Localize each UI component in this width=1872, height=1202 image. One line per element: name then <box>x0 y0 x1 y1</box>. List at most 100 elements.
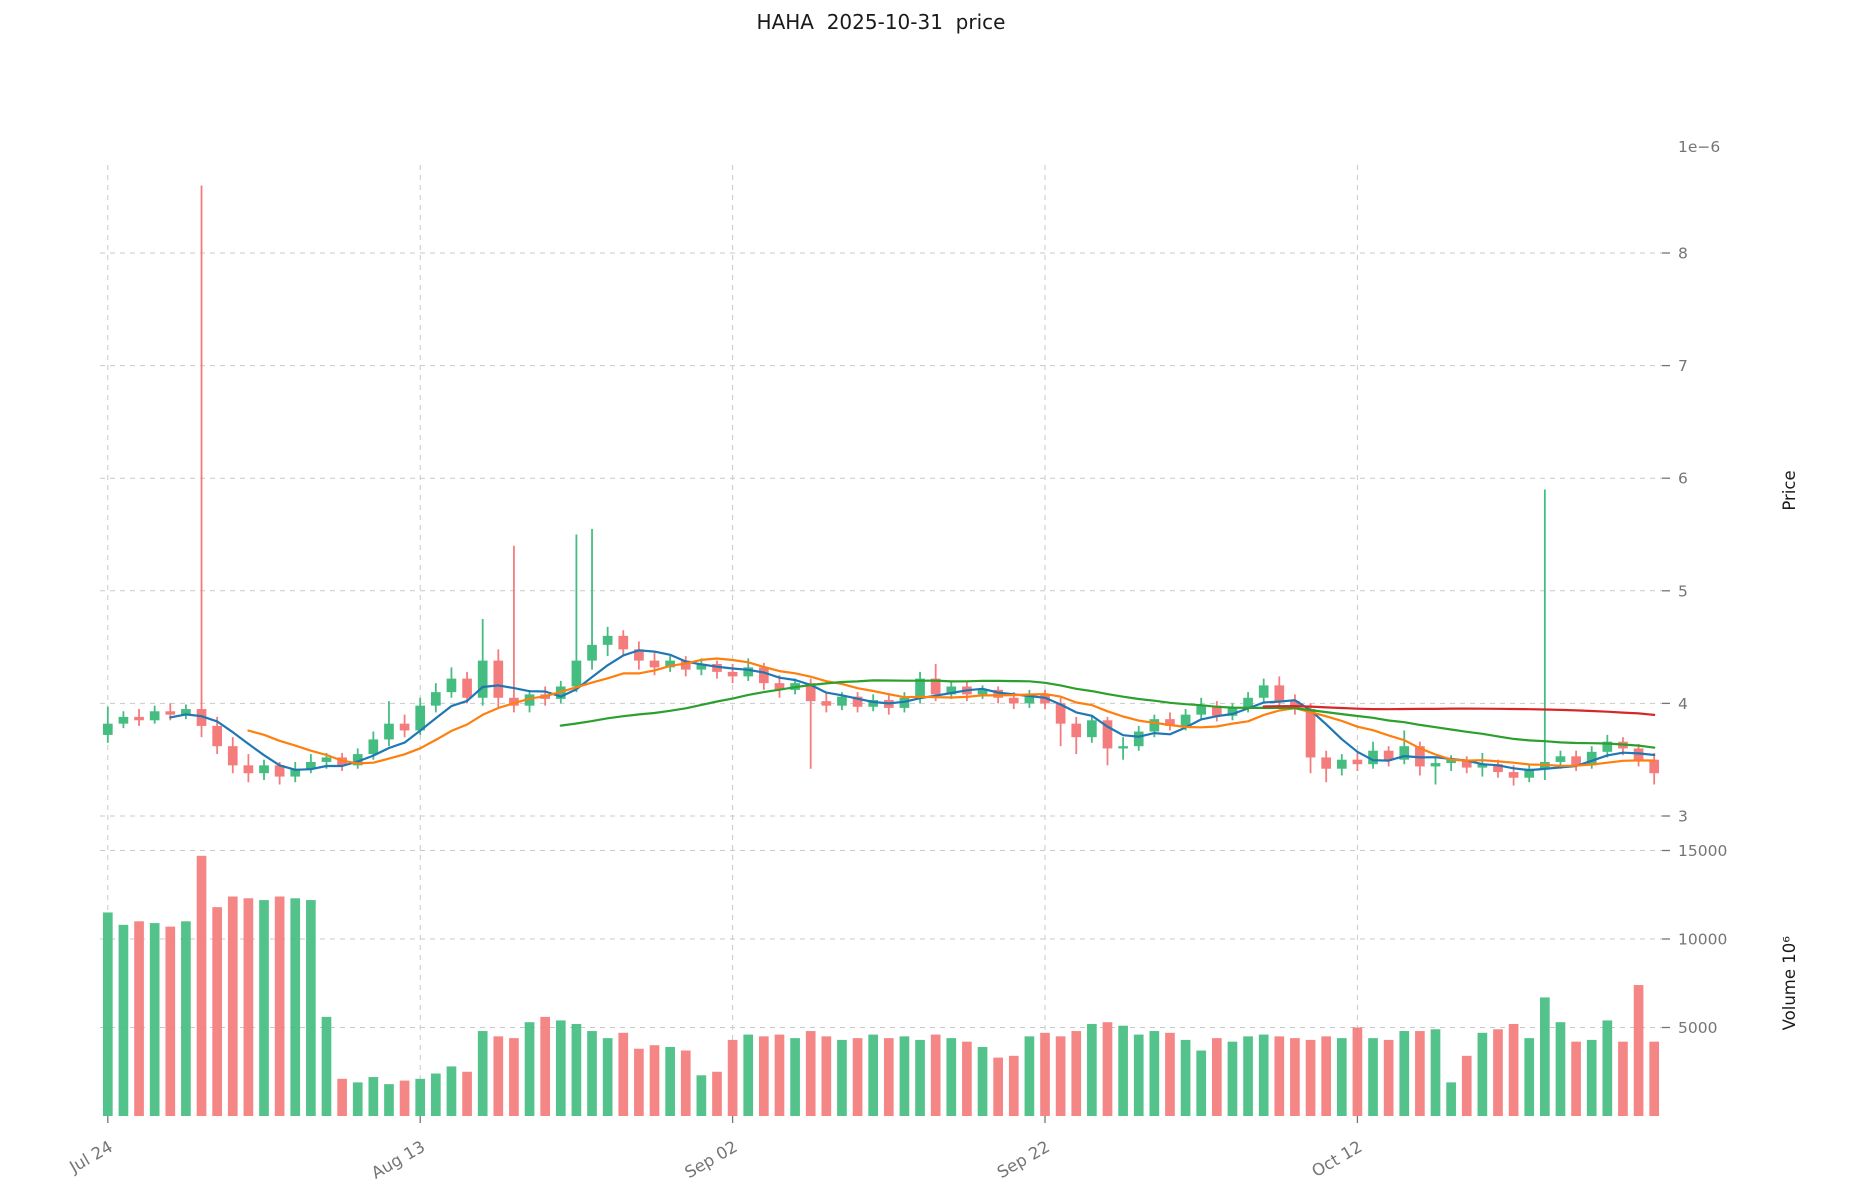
price-scale-offset-label: 1e−6 <box>1678 138 1720 156</box>
volume-bar <box>1540 997 1550 1116</box>
volume-bar <box>915 1039 925 1116</box>
volume-bar <box>1227 1041 1238 1116</box>
volume-bar <box>759 1036 769 1116</box>
candle-body <box>774 683 785 690</box>
volume-bar <box>1493 1029 1503 1116</box>
price-tick-label: 7 <box>1678 357 1688 375</box>
volume-tick-label: 10000 <box>1678 931 1727 949</box>
volume-bar <box>1618 1041 1628 1116</box>
candle-body <box>1118 746 1128 749</box>
volume-bar <box>1508 1023 1519 1116</box>
volume-bar <box>837 1039 847 1116</box>
candle-body <box>727 671 738 677</box>
gridlines <box>100 165 1662 1116</box>
candle-body <box>1321 757 1332 769</box>
volume-bar <box>290 898 301 1116</box>
candle-body <box>1071 723 1082 738</box>
volume-bar <box>1165 1032 1175 1116</box>
candle-body <box>493 660 504 698</box>
volume-bar <box>587 1031 597 1116</box>
volume-bar <box>430 1073 441 1116</box>
candle-body <box>1087 720 1097 738</box>
candle-body <box>1024 694 1035 704</box>
x-tick-label: Aug 13 <box>368 1137 428 1183</box>
candle-body <box>1446 759 1456 764</box>
volume-bar <box>899 1036 910 1116</box>
volume-bar <box>1196 1050 1207 1116</box>
volume-bar <box>727 1039 738 1116</box>
candle-body <box>306 761 316 769</box>
volume-bar <box>743 1034 754 1116</box>
volume-bar <box>1336 1038 1347 1116</box>
candle-body <box>1399 746 1410 760</box>
volume-bar <box>1368 1038 1378 1116</box>
candle-body <box>134 716 144 721</box>
volume-bar <box>930 1034 941 1116</box>
candle-body <box>1133 731 1144 747</box>
candle-body <box>1555 756 1566 762</box>
candle-body <box>1305 709 1316 758</box>
volume-bar <box>1118 1025 1128 1116</box>
candle-body <box>1211 705 1222 716</box>
volume-bar <box>1555 1022 1566 1116</box>
volume-bar <box>1602 1020 1613 1116</box>
volume-bar <box>1274 1036 1285 1116</box>
volume-bar <box>446 1066 457 1116</box>
volume-bar <box>821 1036 832 1116</box>
volume-bar <box>149 923 160 1116</box>
volume-bar <box>212 907 222 1116</box>
volume-bar <box>571 1023 582 1116</box>
candle-body <box>1461 759 1472 768</box>
candle-body <box>1055 703 1066 724</box>
candle-body <box>274 765 285 777</box>
price-tick-label: 5 <box>1678 582 1688 600</box>
volume-bar <box>790 1038 800 1116</box>
candle-body <box>759 667 769 684</box>
candle-body <box>399 723 410 731</box>
volume-bars <box>102 855 1660 1116</box>
volume-tick-label: 5000 <box>1678 1019 1717 1037</box>
candle-body <box>352 754 363 766</box>
candle-body <box>149 711 160 721</box>
candle-body <box>524 694 535 706</box>
volume-bar <box>1149 1031 1160 1116</box>
volume-bar <box>1461 1055 1472 1116</box>
volume-bar <box>1305 1039 1316 1116</box>
candle-body <box>696 663 707 670</box>
candle-body <box>1165 719 1175 726</box>
candle-body <box>477 660 488 698</box>
candle-body <box>649 660 660 668</box>
candle-body <box>837 696 847 706</box>
volume-bar <box>399 1080 410 1116</box>
volume-bar <box>1040 1032 1050 1116</box>
volume-bar <box>352 1082 363 1116</box>
volume-bar <box>868 1034 879 1116</box>
volume-bar <box>509 1038 519 1116</box>
volume-bar <box>649 1045 660 1116</box>
ma-line-ma30 <box>559 679 1656 749</box>
x-tick-label: Sep 02 <box>681 1137 740 1182</box>
volume-bar <box>774 1034 785 1116</box>
candle-body <box>946 686 957 695</box>
volume-bar <box>384 1084 394 1116</box>
candles <box>102 185 1660 786</box>
volume-bar <box>946 1038 957 1116</box>
price-tick-label: 4 <box>1678 695 1688 713</box>
volume-bar <box>524 1022 535 1116</box>
volume-bar <box>1133 1034 1144 1116</box>
candle-body <box>227 746 238 766</box>
volume-bar <box>1055 1036 1066 1116</box>
candle-body <box>977 689 988 695</box>
candle-body <box>165 711 176 715</box>
x-tick-label: Jul 24 <box>65 1137 115 1177</box>
volume-bar <box>1321 1036 1332 1116</box>
candle-body <box>1102 720 1113 749</box>
volume-bar <box>118 924 129 1116</box>
candle-body <box>102 723 113 735</box>
volume-bar <box>1290 1038 1300 1116</box>
candle-body <box>1243 697 1253 708</box>
candle-body <box>634 649 644 661</box>
price-tick-label: 8 <box>1678 245 1688 263</box>
x-tick-label: Oct 12 <box>1308 1137 1365 1181</box>
